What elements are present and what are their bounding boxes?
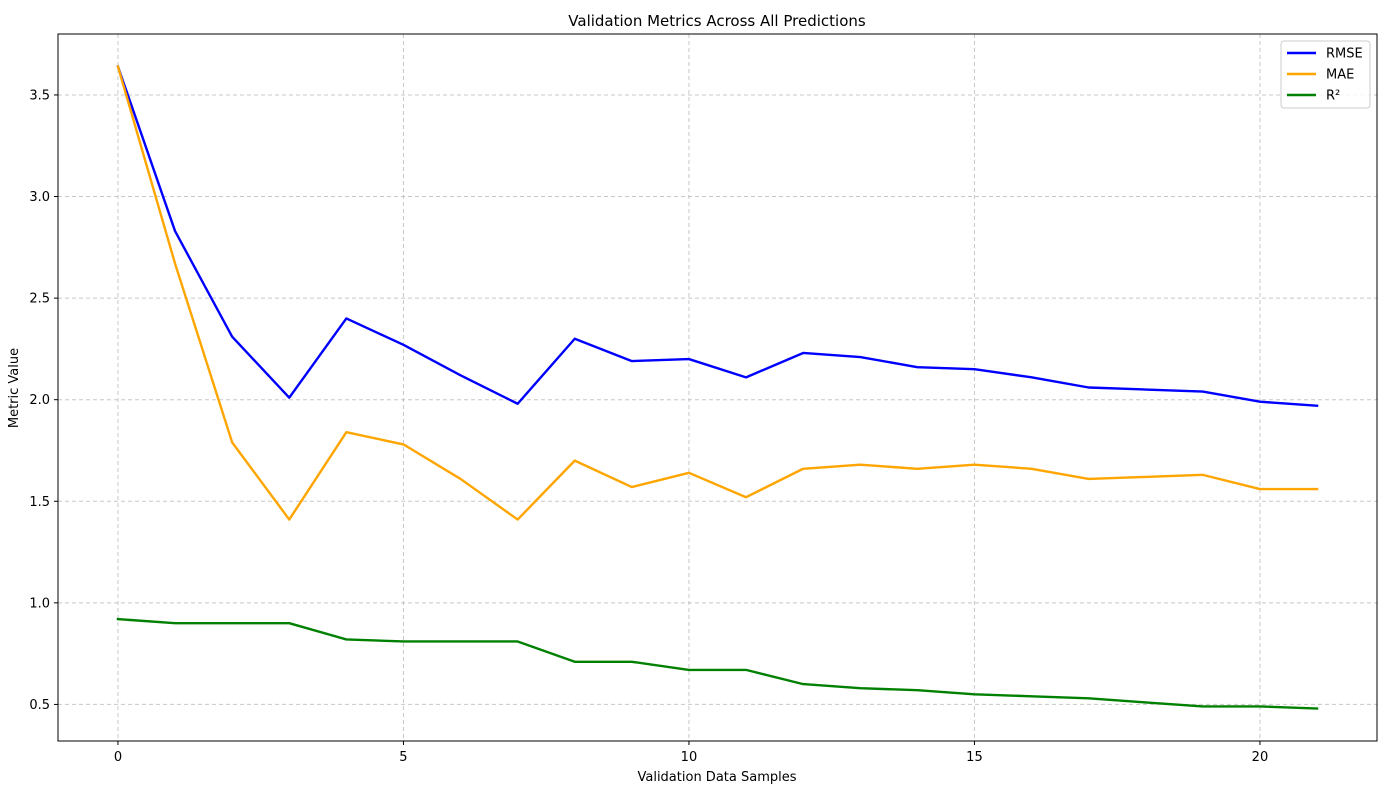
x-tick-label: 5: [399, 750, 407, 765]
legend: RMSE MAE R²: [1280, 40, 1371, 109]
y-tick-label: 0.5: [29, 698, 50, 713]
y-tick-label: 1.0: [29, 596, 50, 611]
legend-label: MAE: [1326, 68, 1354, 83]
x-tick-label: 0: [114, 750, 122, 765]
y-axis-title: Metric Value: [7, 348, 22, 428]
series-lines: [116, 64, 1319, 710]
series-line-rmse: [116, 64, 1319, 408]
legend-label: RMSE: [1326, 47, 1363, 62]
x-tick-label: 20: [1252, 750, 1269, 765]
plot-frame: [57, 33, 1378, 742]
axis-ticks: 0 5 10 15 20 0.5 1.0 1.5 2.0 2.5 3.0 3.5: [29, 88, 1268, 765]
grid: [58, 34, 1377, 741]
legend-box: [1280, 40, 1371, 109]
x-axis-title: Validation Data Samples: [637, 770, 796, 785]
y-tick-label: 3.5: [29, 88, 50, 103]
chart-title: Validation Metrics Across All Prediction…: [568, 12, 866, 30]
x-tick-label: 10: [681, 750, 698, 765]
y-tick-label: 2.5: [29, 292, 50, 307]
legend-label: R²: [1326, 89, 1340, 104]
y-tick-label: 2.0: [29, 393, 50, 408]
x-tick-label: 15: [966, 750, 983, 765]
y-tick-label: 1.5: [29, 495, 50, 510]
series-line-r2: [116, 617, 1319, 710]
y-tick-label: 3.0: [29, 190, 50, 205]
series-line-mae: [116, 65, 1319, 521]
